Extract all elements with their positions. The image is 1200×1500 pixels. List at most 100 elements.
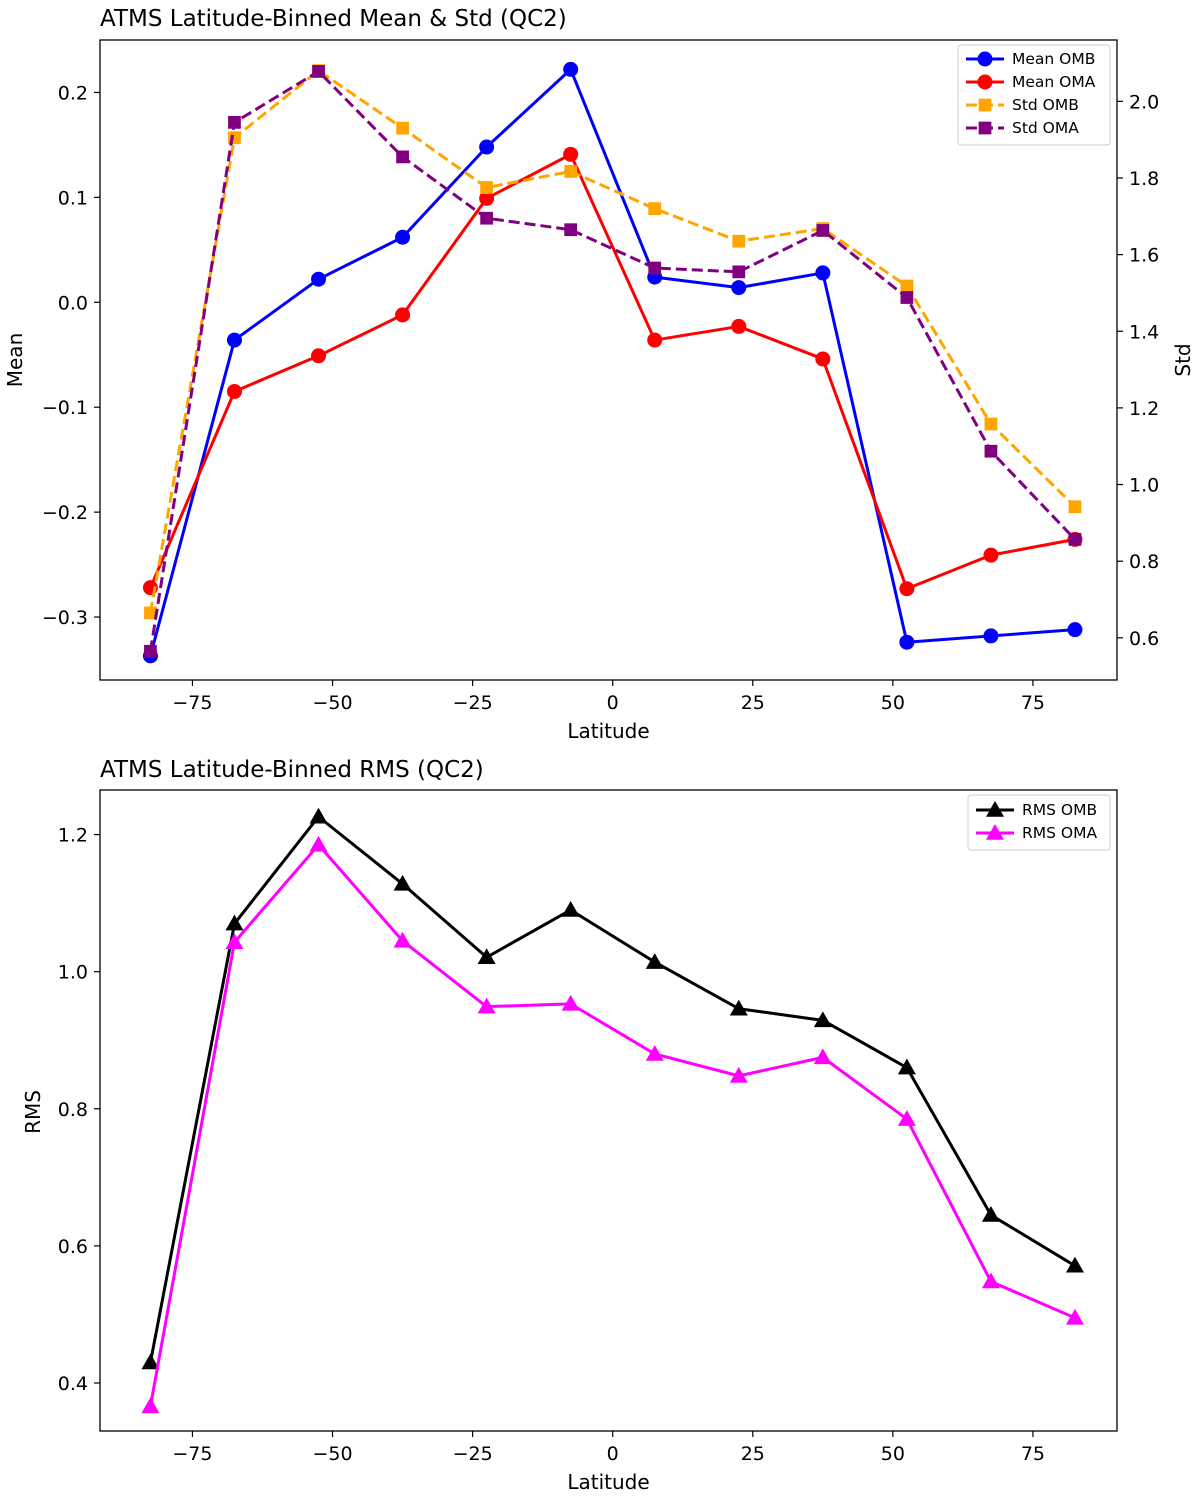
x-tick-label: 75 xyxy=(1021,692,1045,714)
x-tick-label: −50 xyxy=(312,692,352,714)
legend-entries xyxy=(976,801,1014,840)
data-point xyxy=(986,801,1004,817)
data-point xyxy=(393,874,412,891)
x-tick-label: −75 xyxy=(172,692,212,714)
x-tick-label: −25 xyxy=(453,692,493,714)
data-point xyxy=(480,181,494,194)
y-tick-label: 1.2 xyxy=(58,825,88,847)
data-point xyxy=(899,581,915,597)
data-point xyxy=(899,634,915,650)
legend: RMS OMB RMS OMA xyxy=(967,794,1111,851)
x-tick-label: −25 xyxy=(453,1443,493,1465)
legend-label: Std OMB xyxy=(1012,96,1079,114)
y2-tick-label: 1.8 xyxy=(1129,168,1159,190)
series-line xyxy=(148,815,1076,1363)
data-point xyxy=(983,628,999,644)
y2-tick-label: 1.0 xyxy=(1129,475,1159,497)
data-point xyxy=(732,265,746,279)
data-point xyxy=(477,948,496,965)
data-point xyxy=(309,807,328,824)
data-point xyxy=(977,51,993,67)
y-axis: 0.4 0.6 0.8 1.0 1.2 xyxy=(58,825,100,1395)
data-point xyxy=(477,997,496,1014)
data-point xyxy=(813,1048,832,1065)
data-point xyxy=(729,999,748,1016)
data-point xyxy=(648,202,662,215)
data-point xyxy=(141,1353,160,1370)
x-tick-label: 75 xyxy=(1021,1443,1045,1465)
series-layer xyxy=(142,61,1083,664)
y2-axis: 0.6 0.8 1.0 1.2 1.4 1.6 1.8 2.0 xyxy=(1117,91,1159,650)
x-tick-label: −75 xyxy=(172,1443,212,1465)
data-point xyxy=(813,1011,832,1028)
x-axis: −75 −50 −25 0 25 50 75 xyxy=(172,1431,1045,1465)
data-point xyxy=(395,229,411,245)
data-point xyxy=(984,417,998,431)
series-line xyxy=(148,843,1076,1407)
legend: Mean OMB Mean OMA Std OMB Std OMA xyxy=(957,44,1111,146)
data-point xyxy=(645,953,664,969)
plot-frame xyxy=(99,789,1118,1432)
y-tick-label: 0.1 xyxy=(58,187,88,209)
legend-label: RMS OMB xyxy=(1022,801,1097,819)
data-point xyxy=(396,150,409,164)
series-line xyxy=(148,67,1076,657)
legend-label: Mean OMB xyxy=(1012,50,1095,68)
data-point xyxy=(897,1058,916,1075)
data-point xyxy=(900,291,914,304)
y-tick-label: 0.2 xyxy=(58,82,88,104)
chart-title: ATMS Latitude-Binned RMS (QC2) xyxy=(100,757,484,783)
data-point xyxy=(480,211,494,225)
data-point xyxy=(564,223,578,237)
y2-tick-label: 1.2 xyxy=(1129,398,1159,420)
x-tick-label: 50 xyxy=(881,1443,905,1465)
data-point xyxy=(981,1206,1000,1222)
y-tick-label: 0.6 xyxy=(58,1236,88,1258)
x-tick-label: 25 xyxy=(741,692,765,714)
data-point xyxy=(815,351,831,367)
data-point xyxy=(561,900,580,917)
data-point xyxy=(225,933,244,949)
data-point xyxy=(986,824,1004,840)
y2-tick-label: 2.0 xyxy=(1129,91,1159,113)
mean-std-chart: ATMS Latitude-Binned Mean & Std (QC2) −7… xyxy=(3,6,1195,743)
legend-label: Std OMA xyxy=(1012,119,1079,137)
rms-chart: ATMS Latitude-Binned RMS (QC2) −75 −50 −25… xyxy=(21,757,1118,1494)
data-point xyxy=(226,332,242,348)
data-point xyxy=(648,261,662,275)
data-point xyxy=(731,280,747,296)
x-tick-label: 50 xyxy=(881,692,905,714)
y-tick-label: 0.4 xyxy=(58,1373,88,1395)
data-point xyxy=(393,931,412,948)
legend-label: Mean OMA xyxy=(1012,73,1096,91)
data-point xyxy=(977,74,993,90)
legend-entries xyxy=(966,51,1004,135)
data-point xyxy=(225,914,244,931)
data-point xyxy=(312,65,325,78)
x-axis: −75 −50 −25 0 25 50 75 xyxy=(172,680,1045,714)
data-point xyxy=(311,271,327,287)
data-point xyxy=(563,61,579,77)
data-point xyxy=(396,121,409,135)
y-tick-label: −0.3 xyxy=(42,607,88,629)
data-point xyxy=(897,1110,916,1126)
data-point xyxy=(732,234,746,248)
data-point xyxy=(729,1066,748,1083)
x-tick-label: 25 xyxy=(741,1443,765,1465)
plot-frame xyxy=(99,39,1118,681)
legend-box xyxy=(957,44,1111,146)
chart-title: ATMS Latitude-Binned Mean & Std (QC2) xyxy=(100,6,567,32)
series-layer xyxy=(141,807,1084,1414)
y-axis-label: Mean xyxy=(3,333,27,388)
data-point xyxy=(144,606,157,620)
legend-label: RMS OMA xyxy=(1022,824,1097,842)
data-point xyxy=(983,547,999,563)
data-point xyxy=(647,332,663,348)
y-tick-label: 1.0 xyxy=(58,962,88,984)
data-point xyxy=(479,139,495,155)
y-axis: −0.3 −0.2 −0.1 0.0 0.1 0.2 xyxy=(42,82,100,629)
y-tick-label: 0.8 xyxy=(58,1099,88,1121)
data-point xyxy=(1067,622,1083,638)
data-point xyxy=(309,835,328,852)
